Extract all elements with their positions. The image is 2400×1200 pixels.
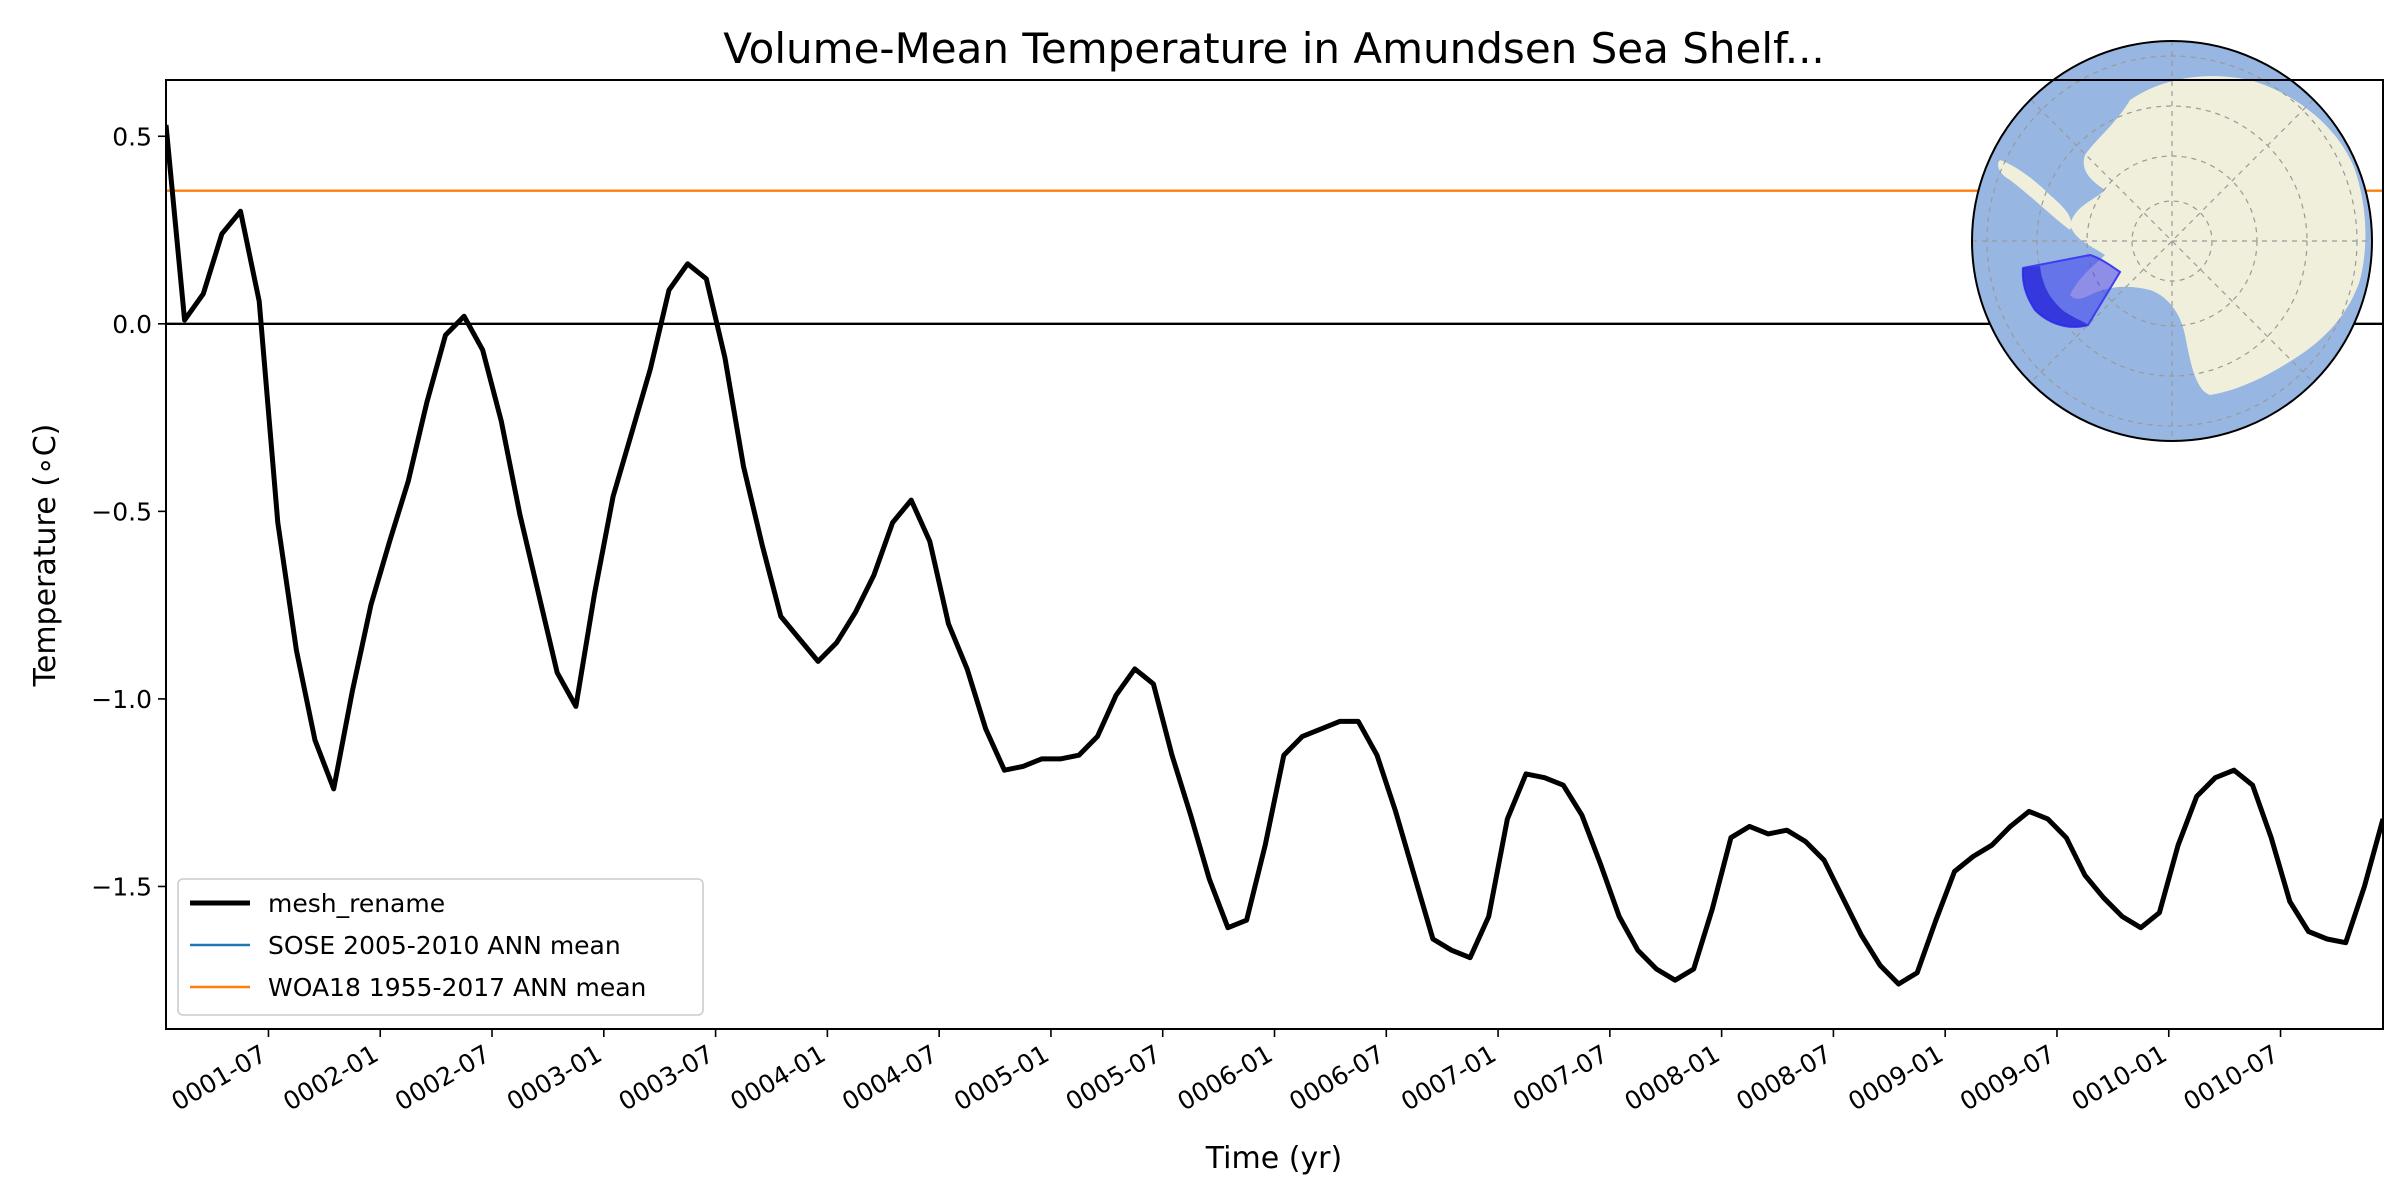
legend: mesh_rename SOSE 2005-2010 ANN mean WOA1… — [177, 878, 704, 1016]
inset-map-content — [1972, 41, 2372, 441]
y-tick-label: −0.5 — [91, 497, 152, 526]
legend-label-sose: SOSE 2005-2010 ANN mean — [268, 931, 621, 960]
y-axis-label: Temperature (∘C) — [28, 424, 63, 688]
chart-title: Volume-Mean Temperature in Amundsen Sea … — [723, 24, 1825, 73]
legend-frame — [177, 878, 704, 1016]
y-axis: 0.5 0.0 −0.5 −1.0 −1.5 — [91, 122, 166, 901]
legend-label-woa18: WOA18 1955-2017 ANN mean — [268, 973, 646, 1002]
y-tick-label: −1.5 — [91, 872, 152, 901]
series-layer — [166, 124, 2383, 987]
inset-map — [1971, 40, 2373, 442]
map-graticule — [1972, 41, 2372, 441]
antarctica-land — [2070, 76, 2366, 395]
legend-label-mesh-rename: mesh_rename — [268, 889, 445, 918]
antarctic-peninsula — [1998, 160, 2072, 230]
inset-map-border — [1971, 40, 2373, 442]
x-axis-label: Time (yr) — [1205, 1141, 1342, 1176]
amundsen-sea-coast — [2022, 266, 2088, 327]
series-line-mesh-rename — [166, 124, 2383, 987]
y-tick-label: 0.5 — [112, 122, 152, 151]
y-tick-label: 0.0 — [112, 310, 152, 339]
y-tick-label: −1.0 — [91, 685, 152, 714]
